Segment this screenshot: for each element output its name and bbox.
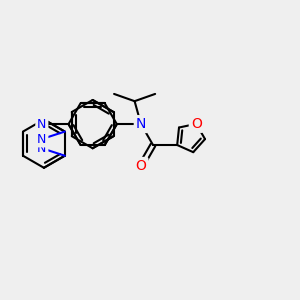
Text: N: N — [37, 118, 46, 130]
Text: O: O — [136, 159, 146, 173]
Text: N: N — [136, 117, 146, 131]
Text: N: N — [37, 142, 46, 155]
Text: O: O — [191, 117, 202, 131]
Text: N: N — [37, 133, 46, 146]
